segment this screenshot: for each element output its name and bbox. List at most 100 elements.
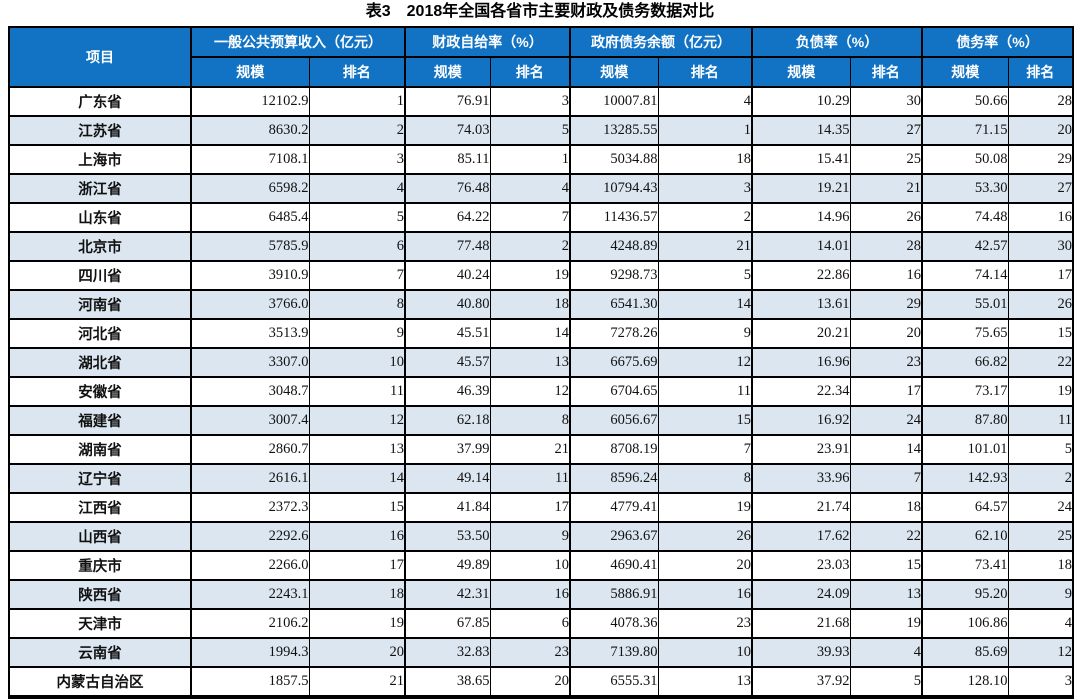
rank-value: 2 bbox=[489, 231, 571, 262]
table-row: 河南省 3766.0 8 40.80 18 6541.30 14 13.61 29 55.01 26 bbox=[8, 289, 1074, 320]
scale-value: 8630.2 bbox=[190, 115, 310, 146]
rank-value: 9 bbox=[308, 318, 406, 349]
scale-value: 2106.2 bbox=[190, 608, 310, 639]
scale-value: 16.92 bbox=[751, 405, 851, 436]
rank-value: 26 bbox=[849, 202, 923, 233]
scale-value: 85.11 bbox=[404, 144, 491, 175]
table-row: 广东省 12102.9 1 76.91 3 10007.81 4 10.29 30 50.66 28 bbox=[8, 86, 1074, 117]
rank-value: 20 bbox=[489, 666, 571, 698]
scale-value: 6056.67 bbox=[569, 405, 659, 436]
scale-value: 3513.9 bbox=[190, 318, 310, 349]
scale-value: 11436.57 bbox=[569, 202, 659, 233]
sub-header-rank: 排名 bbox=[657, 56, 753, 88]
rank-value: 6 bbox=[308, 231, 406, 262]
rank-value: 15 bbox=[849, 550, 923, 581]
table-row: 上海市 7108.1 3 85.11 1 5034.88 18 15.41 25 50.08 29 bbox=[8, 144, 1074, 175]
rank-value: 12 bbox=[489, 376, 571, 407]
scale-value: 50.66 bbox=[921, 86, 1009, 117]
scale-value: 74.48 bbox=[921, 202, 1009, 233]
rank-value: 5 bbox=[1007, 434, 1074, 465]
rank-value: 4 bbox=[308, 173, 406, 204]
province-name: 天津市 bbox=[8, 608, 192, 639]
scale-value: 73.17 bbox=[921, 376, 1009, 407]
scale-value: 62.10 bbox=[921, 521, 1009, 552]
province-name: 江苏省 bbox=[8, 115, 192, 146]
rank-value: 5 bbox=[657, 260, 753, 291]
rank-value: 18 bbox=[489, 289, 571, 320]
rank-value: 13 bbox=[308, 434, 406, 465]
scale-value: 2292.6 bbox=[190, 521, 310, 552]
scale-value: 23.91 bbox=[751, 434, 851, 465]
rank-value: 9 bbox=[1007, 579, 1074, 610]
sub-header-scale: 规模 bbox=[404, 56, 491, 88]
scale-value: 14.96 bbox=[751, 202, 851, 233]
rank-value: 4 bbox=[489, 173, 571, 204]
rank-value: 25 bbox=[1007, 521, 1074, 552]
province-name: 辽宁省 bbox=[8, 463, 192, 494]
scale-value: 38.65 bbox=[404, 666, 491, 698]
rank-value: 15 bbox=[657, 405, 753, 436]
scale-value: 71.15 bbox=[921, 115, 1009, 146]
scale-value: 106.86 bbox=[921, 608, 1009, 639]
scale-value: 22.34 bbox=[751, 376, 851, 407]
rank-value: 25 bbox=[849, 144, 923, 175]
rank-value: 15 bbox=[1007, 318, 1074, 349]
table-row: 重庆市 2266.0 17 49.89 10 4690.41 20 23.03 15 73.41 1… bbox=[8, 550, 1074, 581]
rank-value: 21 bbox=[657, 231, 753, 262]
scale-value: 40.24 bbox=[404, 260, 491, 291]
province-name: 湖北省 bbox=[8, 347, 192, 378]
rank-value: 21 bbox=[489, 434, 571, 465]
sub-header-rank: 排名 bbox=[1007, 56, 1074, 88]
rank-value: 18 bbox=[1007, 550, 1074, 581]
scale-value: 40.80 bbox=[404, 289, 491, 320]
scale-value: 2243.1 bbox=[190, 579, 310, 610]
scale-value: 67.85 bbox=[404, 608, 491, 639]
rank-value: 26 bbox=[657, 521, 753, 552]
rank-value: 19 bbox=[849, 608, 923, 639]
table-row: 浙江省 6598.2 4 76.48 4 10794.43 3 19.21 21 53.30 27 bbox=[8, 173, 1074, 204]
scale-value: 4078.36 bbox=[569, 608, 659, 639]
scale-value: 4779.41 bbox=[569, 492, 659, 523]
rank-value: 18 bbox=[849, 492, 923, 523]
rank-value: 29 bbox=[1007, 144, 1074, 175]
province-name: 河北省 bbox=[8, 318, 192, 349]
scale-value: 95.20 bbox=[921, 579, 1009, 610]
rank-value: 10 bbox=[308, 347, 406, 378]
rank-value: 11 bbox=[308, 376, 406, 407]
scale-value: 16.96 bbox=[751, 347, 851, 378]
rank-value: 23 bbox=[849, 347, 923, 378]
province-name: 湖南省 bbox=[8, 434, 192, 465]
rank-value: 30 bbox=[1007, 231, 1074, 262]
rank-value: 11 bbox=[657, 376, 753, 407]
scale-value: 15.41 bbox=[751, 144, 851, 175]
rank-value: 26 bbox=[1007, 289, 1074, 320]
scale-value: 23.03 bbox=[751, 550, 851, 581]
scale-value: 73.41 bbox=[921, 550, 1009, 581]
scale-value: 7278.26 bbox=[569, 318, 659, 349]
rank-value: 23 bbox=[657, 608, 753, 639]
rank-value: 17 bbox=[1007, 260, 1074, 291]
rank-value: 19 bbox=[657, 492, 753, 523]
scale-value: 22.86 bbox=[751, 260, 851, 291]
rank-value: 16 bbox=[489, 579, 571, 610]
rank-value: 22 bbox=[1007, 347, 1074, 378]
rank-value: 14 bbox=[308, 463, 406, 494]
rank-value: 10 bbox=[489, 550, 571, 581]
scale-value: 14.01 bbox=[751, 231, 851, 262]
province-name: 福建省 bbox=[8, 405, 192, 436]
rank-value: 27 bbox=[1007, 173, 1074, 204]
scale-value: 3910.9 bbox=[190, 260, 310, 291]
scale-value: 32.83 bbox=[404, 637, 491, 668]
scale-value: 3048.7 bbox=[190, 376, 310, 407]
scale-value: 64.22 bbox=[404, 202, 491, 233]
rank-value: 3 bbox=[657, 173, 753, 204]
scale-value: 6541.30 bbox=[569, 289, 659, 320]
scale-value: 21.74 bbox=[751, 492, 851, 523]
scale-value: 85.69 bbox=[921, 637, 1009, 668]
scale-value: 75.65 bbox=[921, 318, 1009, 349]
rank-value: 16 bbox=[1007, 202, 1074, 233]
sub-header-scale: 规模 bbox=[751, 56, 851, 88]
rank-value: 29 bbox=[849, 289, 923, 320]
province-name: 安徽省 bbox=[8, 376, 192, 407]
rank-value: 16 bbox=[308, 521, 406, 552]
